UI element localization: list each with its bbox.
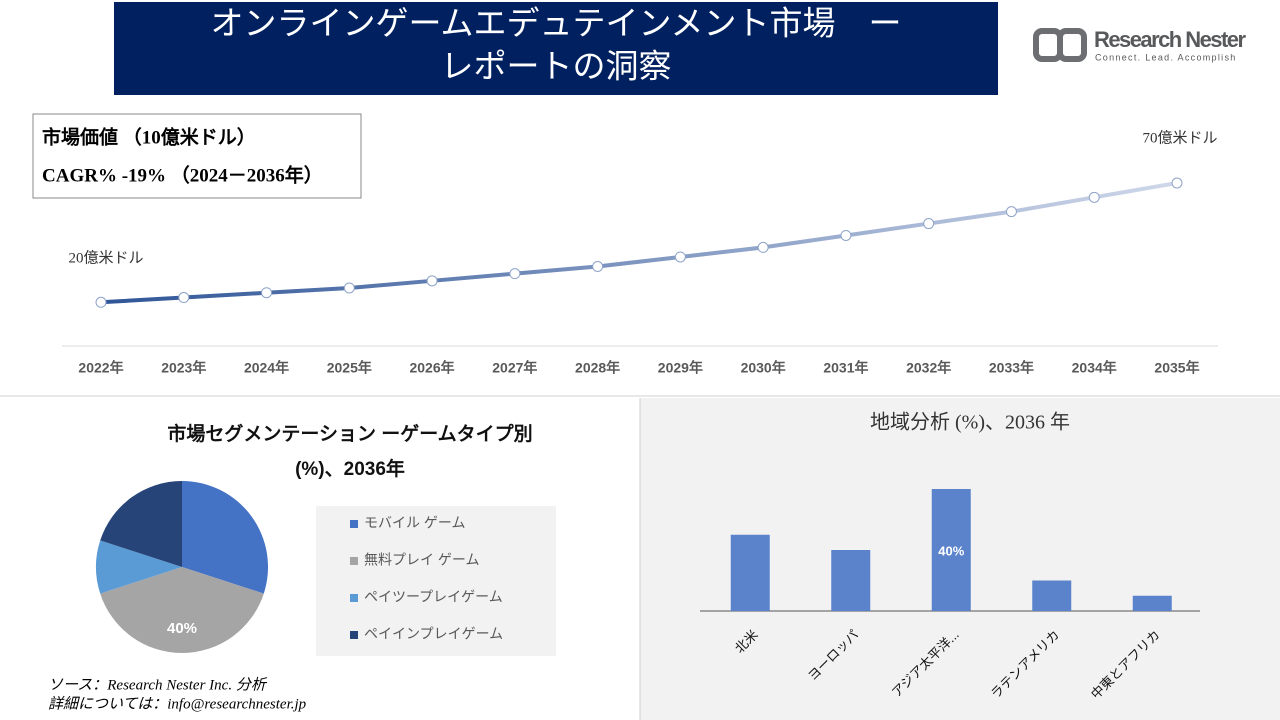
point [1171, 177, 1183, 189]
pie-slice [100, 480, 182, 567]
bar [831, 550, 871, 611]
legend-swatch [350, 594, 358, 602]
pie-title: 市場セグメンテーション ーゲームタイプ別 [167, 422, 532, 445]
info-box [32, 113, 362, 199]
point [757, 241, 769, 253]
x-tick-label: 2022年 [78, 360, 123, 376]
point [178, 292, 190, 304]
x-tick-label: 2029年 [658, 360, 703, 376]
legend-label: 無料プレイ ゲーム [364, 552, 479, 568]
pie-slice [96, 540, 182, 594]
x-tick-label: 2035年 [1154, 360, 1199, 376]
x-tick-label: 2023年 [161, 360, 206, 376]
logo-tagline: Connect. Lead. Accomplish [1095, 52, 1237, 62]
bar [1032, 580, 1072, 611]
bar [1132, 595, 1172, 611]
logo-name: Research Nester [1094, 27, 1246, 52]
x-tick-label: 2025年 [327, 360, 372, 376]
point [592, 261, 604, 272]
info-text: CAGR% -19% （2024－2036年） [42, 163, 323, 186]
point [95, 296, 107, 308]
legend-swatch [350, 520, 358, 528]
header-band [114, 2, 998, 95]
logo: Research Nester Connect. Lead. Accomplis… [1033, 27, 1246, 62]
x-tick-label: 2034年 [1072, 360, 1117, 376]
point [509, 268, 521, 280]
legend-swatch [350, 631, 358, 639]
legend-label: ペイツープレイゲーム [364, 589, 503, 605]
x-tick-label: 2031年 [823, 360, 868, 376]
logo-icon [1057, 28, 1087, 62]
x-tick-label: 2032年 [906, 360, 951, 376]
x-tick-label: 2030年 [741, 360, 786, 376]
source-text: ソース：Research Nester Inc. 分析 [48, 676, 268, 693]
pie-slice [100, 567, 264, 653]
bar-title: 地域分析 (%)、2036 年 [870, 411, 1070, 434]
header-title: オンラインゲームエデュテインメント市場 ー [210, 6, 901, 43]
pie-title: (%)、2036年 [295, 457, 405, 480]
x-tick-label: 2033年 [989, 360, 1034, 376]
point [343, 282, 355, 294]
bar [931, 489, 971, 611]
source-text: 詳細については：info@researchnester.jp [48, 695, 307, 712]
x-tick-label: 2028年 [575, 360, 620, 376]
pie-slice [182, 481, 268, 594]
point [261, 287, 273, 299]
point [1005, 206, 1017, 218]
line [100, 181, 1178, 305]
bar [730, 534, 770, 611]
header-title: レポートの洞察 [441, 49, 672, 86]
point [840, 229, 852, 241]
logo-icon [1033, 28, 1063, 62]
point [1088, 191, 1100, 203]
x-tick-label: 2027年 [492, 360, 537, 376]
x-tick-label: 2026年 [409, 360, 454, 376]
point [674, 251, 686, 263]
legend-label: モバイル ゲーム [364, 515, 465, 531]
legend-swatch [350, 557, 358, 565]
data-label: 70億米ドル [1142, 129, 1217, 146]
data-label: 40% [938, 543, 964, 558]
legend-label: ペイインプレイゲーム [364, 626, 503, 642]
point [923, 218, 935, 230]
x-tick-label: 2024年 [244, 360, 289, 376]
info-text: 市場価値 （10億米ドル） [42, 125, 256, 148]
data-label: 40% [167, 620, 197, 637]
point [426, 275, 438, 287]
data-label: 20億米ドル [68, 250, 143, 267]
